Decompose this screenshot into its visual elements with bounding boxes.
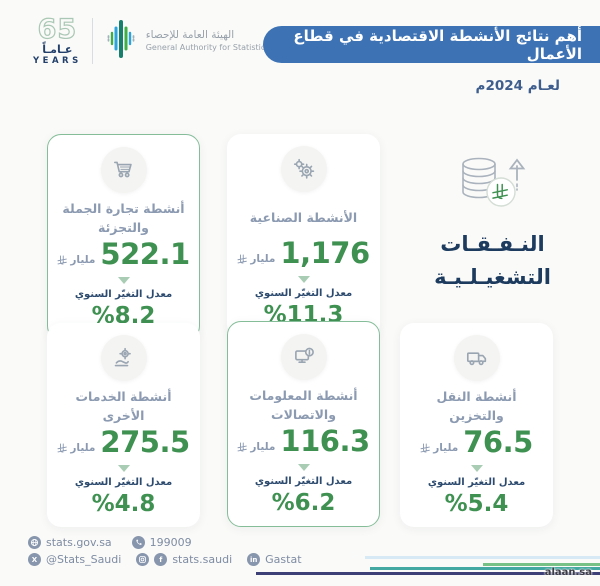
change-label: معدل التغيّر السنوي: [254, 476, 353, 487]
card-title: أنشطة المعلومات والاتصالات: [249, 388, 358, 422]
gears-icon: [280, 146, 327, 192]
card-other-services: أنشطة الخدمات الأخرى 275.5 مليار معدل ال…: [47, 323, 200, 527]
logo-block: 65 عـامـاً YEARS: [33, 16, 269, 66]
value-row: 522.1 مليار: [57, 237, 190, 271]
decor-line-teal: [370, 567, 600, 570]
card-value: 116.3: [280, 424, 370, 458]
operating-expenses-line1: النـفـقـات: [440, 232, 545, 256]
gastat-logo: الهيئة العامة للإحصاء General Authority …: [103, 16, 270, 66]
website-link[interactable]: stats.gov.sa: [28, 536, 112, 549]
title-banner: أهم نتائج الأنشطة الاقتصادية في قطاع الأ…: [263, 26, 600, 63]
decor-line-green: [483, 563, 600, 566]
years-number: 65: [37, 14, 78, 46]
change-label: معدل التغيّر السنوي: [74, 477, 173, 488]
card-trade-activities: أنشطة تجارة الجملة والتجزئة 522.1 مليار …: [47, 134, 200, 340]
social-links[interactable]: f stats.saudi: [136, 553, 232, 566]
card-title: الأنشطة الصناعية: [249, 209, 358, 225]
linkedin-icon: in: [247, 553, 261, 566]
card-unit: مليار: [420, 442, 458, 457]
operating-expenses-block: النـفـقـات التشغيـلـيـة: [405, 150, 580, 293]
card-industrial-activities: الأنشطة الصناعية 1,176 مليار معدل التغيّ…: [227, 134, 380, 338]
years-english: YEARS: [33, 56, 82, 67]
card-title: أنشطة تجارة الجملة والتجزئة: [62, 201, 185, 235]
facebook-icon: f: [154, 553, 168, 566]
value-row: 275.5 مليار: [57, 425, 190, 459]
gastat-emblem-icon: [103, 16, 139, 66]
phone-icon: [131, 536, 145, 549]
riyal-symbol-icon: [420, 442, 430, 453]
hand-gear-icon: [100, 335, 147, 381]
shopping-cart-icon: [100, 147, 147, 193]
change-label: معدل التغيّر السنوي: [74, 289, 173, 300]
instagram-icon: [136, 553, 150, 566]
logo-divider: [91, 18, 93, 64]
card-value: 1,176: [280, 236, 370, 270]
card-title: أنشطة النقل والتخزين: [436, 389, 517, 423]
gastat-name: الهيئة العامة للإحصاء General Authority …: [146, 29, 270, 53]
card-unit: مليار: [237, 253, 275, 268]
phone-contact[interactable]: 199009: [131, 536, 192, 549]
value-row: 1,176 مليار: [237, 236, 370, 270]
operating-expenses-title: النـفـقـات التشغيـلـيـة: [434, 228, 551, 293]
decor-line-paleblue: [365, 556, 600, 559]
change-arrow-icon: [470, 465, 483, 472]
globe-icon: [28, 536, 41, 549]
years-arabic: عـامـاً: [42, 43, 73, 57]
watermark: alaan.sa: [544, 567, 592, 578]
footer-row-1: stats.gov.sa 199009: [28, 536, 302, 549]
change-value: %6.2: [271, 490, 336, 516]
card-transport-storage: أنشطة النقل والتخزين 76.5 مليار معدل الت…: [400, 323, 553, 527]
value-row: 76.5 مليار: [420, 428, 533, 457]
truck-icon: [453, 335, 500, 381]
card-title: أنشطة الخدمات الأخرى: [75, 389, 172, 423]
card-unit: مليار: [57, 254, 95, 269]
gastat-name-arabic: الهيئة العامة للإحصاء: [145, 28, 235, 41]
gastat-name-english: General Authority for Statistics: [145, 42, 270, 52]
riyal-symbol-icon: [57, 442, 68, 453]
riyal-symbol-icon: [237, 253, 248, 264]
riyal-symbol-icon: [57, 254, 68, 265]
change-label: معدل التغيّر السنوي: [254, 288, 353, 299]
page-title: أهم نتائج الأنشطة الاقتصادية في قطاع الأ…: [293, 26, 582, 63]
change-arrow-icon: [117, 465, 130, 472]
x-twitter-icon: X: [28, 553, 41, 566]
card-value: 275.5: [100, 425, 190, 459]
value-row: 116.3 مليار: [237, 424, 370, 458]
card-information-communication: أنشطة المعلومات والاتصالات 116.3 مليار م…: [227, 321, 380, 527]
monitor-info-icon: [280, 334, 327, 380]
year-label: لعـام 2024م: [475, 78, 560, 94]
change-arrow-icon: [297, 276, 310, 283]
change-arrow-icon: [297, 464, 310, 471]
change-arrow-icon: [117, 277, 130, 284]
riyal-symbol-icon: [237, 441, 248, 452]
65-years-logo: 65 عـامـاً YEARS: [33, 16, 82, 66]
linkedin-link[interactable]: in Gastat: [247, 553, 302, 566]
decor-line-navy: [256, 572, 600, 575]
coins-growth-icon: [447, 150, 539, 218]
card-value: 522.1: [100, 237, 190, 271]
card-unit: مليار: [57, 442, 95, 457]
operating-expenses-line2: التشغيـلـيـة: [434, 264, 551, 289]
footer-row-2: X @Stats_Saudi f stats.saudi in Gastat: [28, 553, 302, 566]
x-twitter-link[interactable]: X @Stats_Saudi: [28, 553, 121, 566]
card-value: 76.5: [463, 425, 533, 459]
change-value: %4.8: [91, 491, 156, 517]
change-label: معدل التغيّر السنوي: [427, 477, 526, 488]
change-value: %5.4: [444, 491, 509, 517]
footer-contacts: stats.gov.sa 199009 X @Stats_Saudi f sta…: [28, 536, 302, 566]
card-unit: مليار: [237, 441, 275, 456]
